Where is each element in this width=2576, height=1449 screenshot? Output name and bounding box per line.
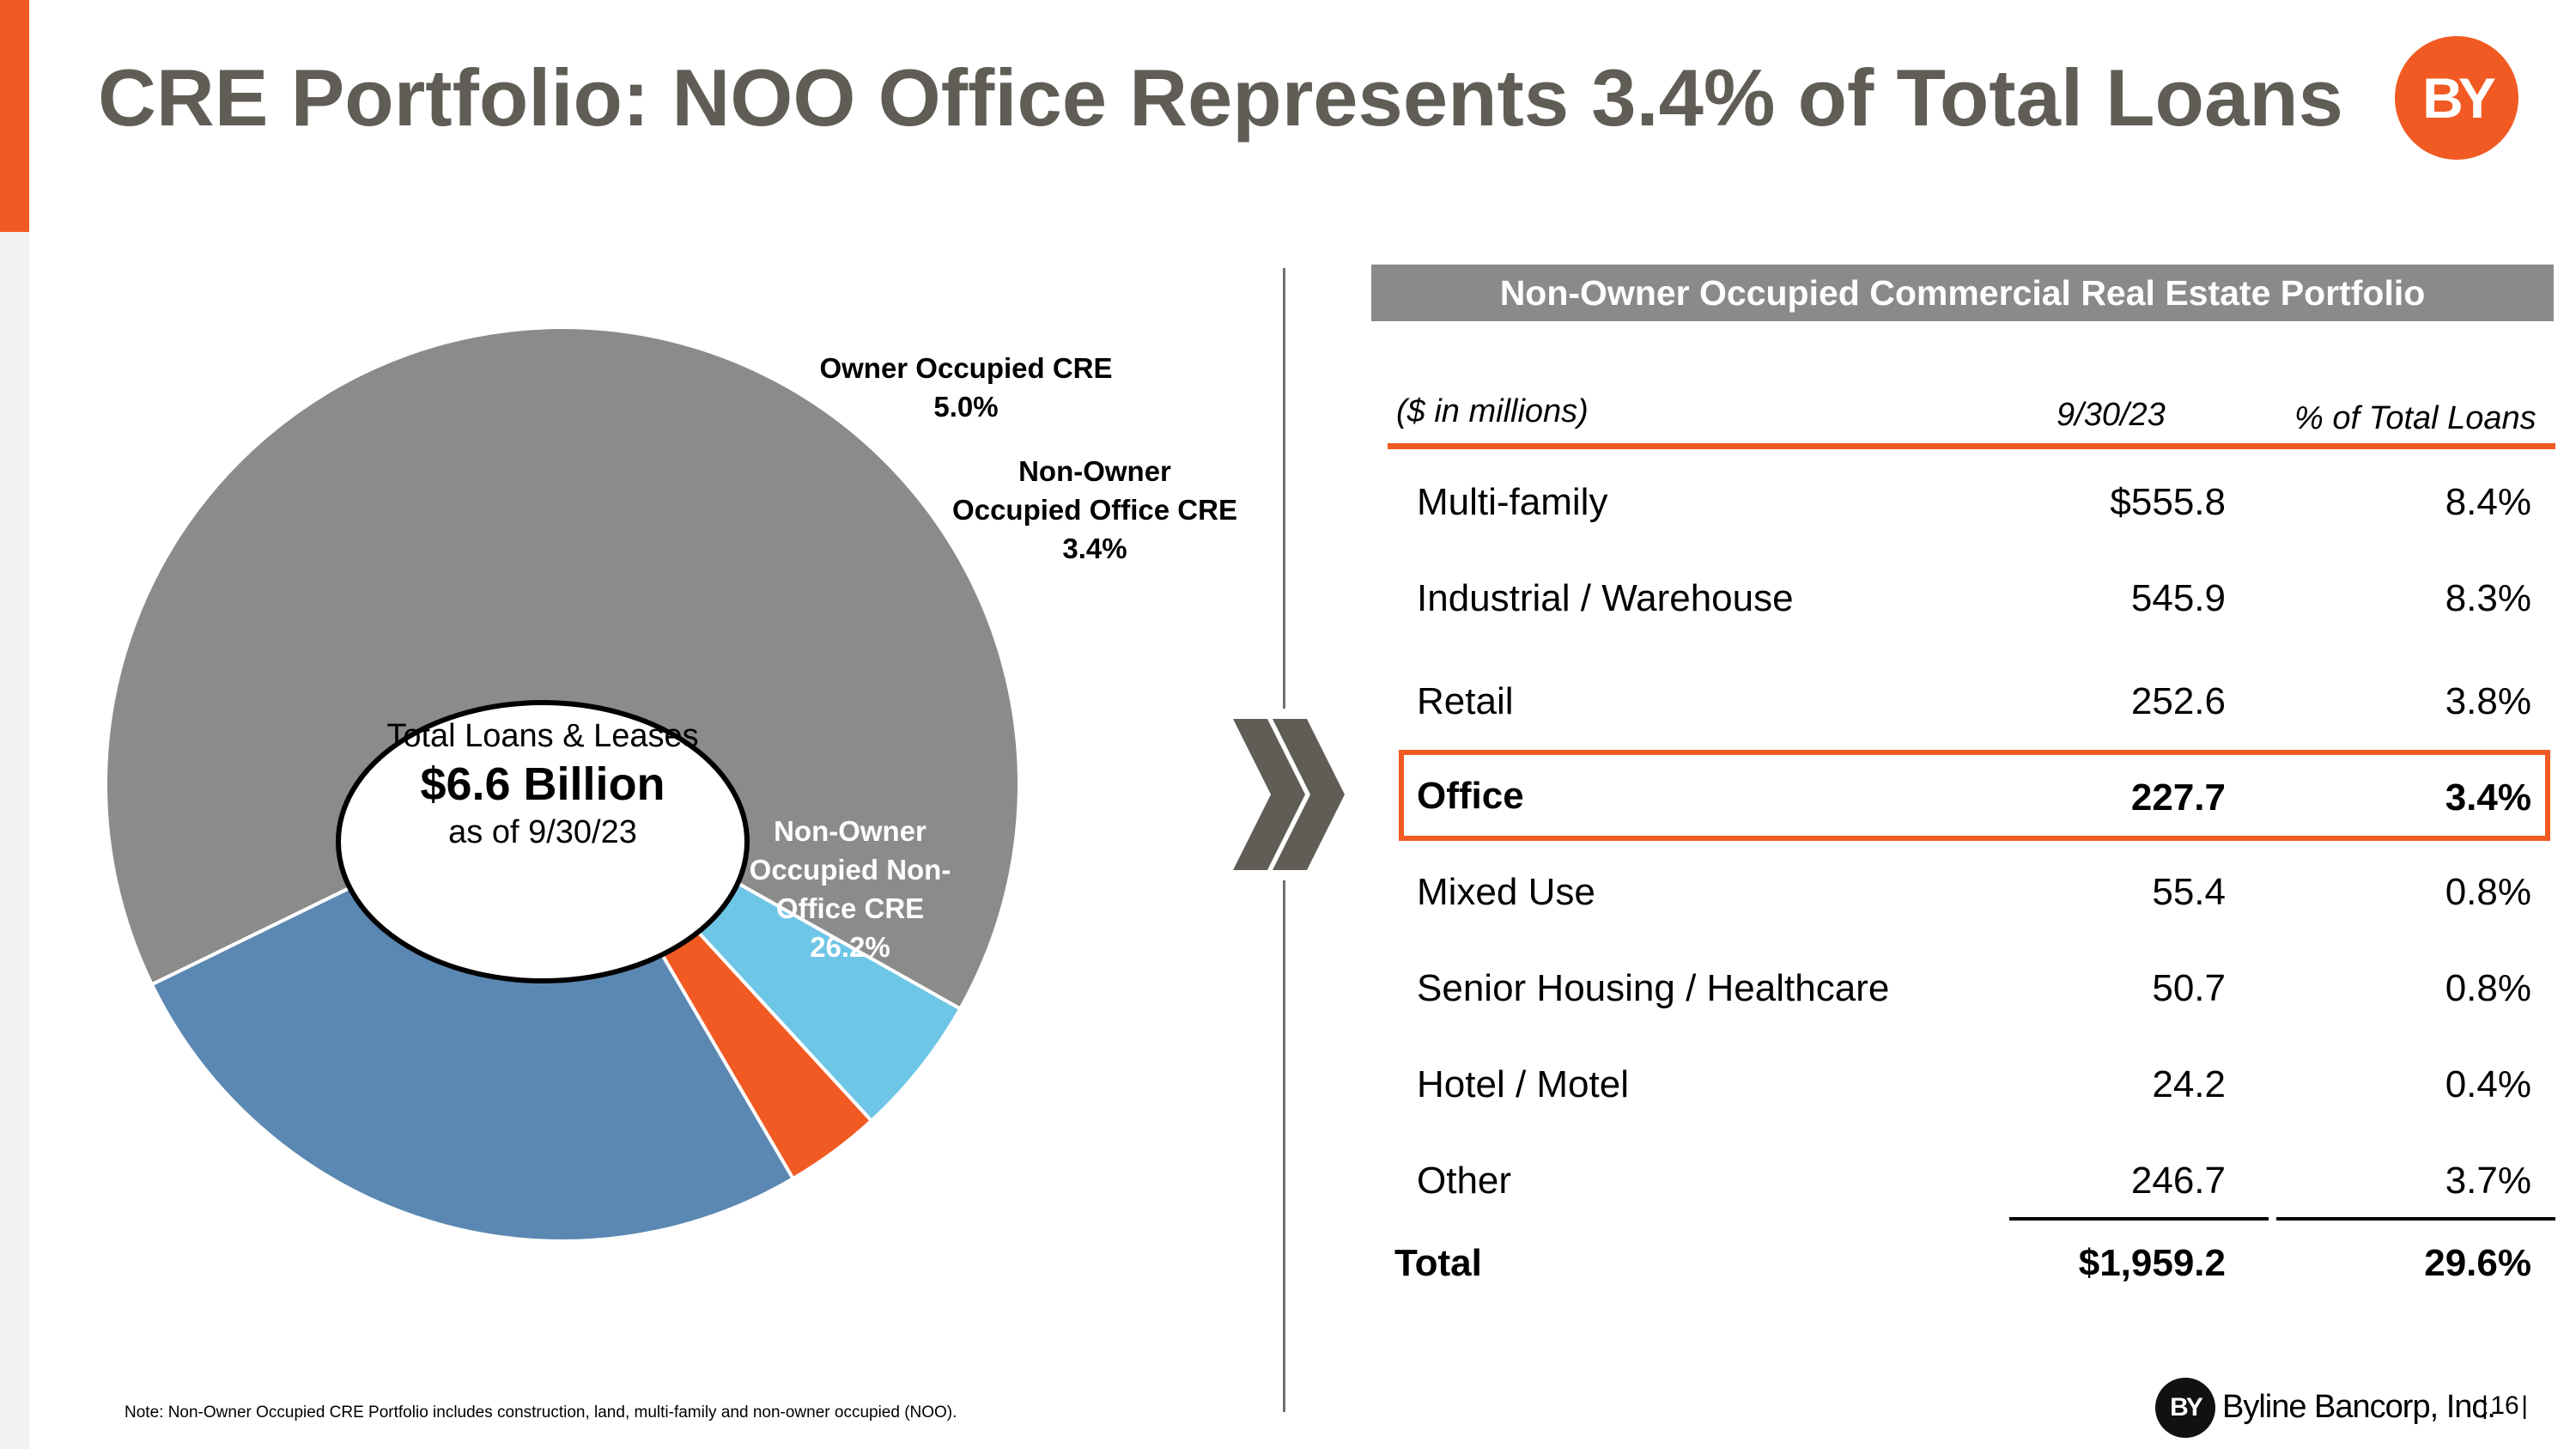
row-label: Multi-family [1417,481,1608,523]
pie-label-noo-non-office-line3: Office CRE [775,892,925,924]
pie-label-noo-office: Non-Owner Occupied Office CRE 3.4% [945,452,1245,568]
pie-label-owner-occupied-name: Owner Occupied CRE [819,352,1113,384]
row-value: 50.7 [2152,967,2226,1009]
row-pct: 3.7% [2445,1160,2531,1202]
total-rule-pct [2276,1217,2555,1221]
total-rule-value [2009,1217,2269,1221]
total-value: $1,959.2 [2078,1242,2226,1284]
page-number-value: 16 [2490,1391,2519,1420]
pie-label-noo-office-value: 3.4% [1062,533,1127,564]
row-value: $555.8 [2110,481,2226,523]
left-accent-bar [0,0,29,232]
pie-label-noo-non-office-line1: Non-Owner [774,815,927,847]
pie-label-noo-non-office-value: 26.2% [810,931,890,963]
center-line-2: $6.6 Billion [420,758,665,810]
row-label: Retail [1417,680,1514,722]
row-label: Senior Housing / Healthcare [1417,967,1890,1009]
row-pct: 3.4% [2445,776,2531,819]
row-value: 246.7 [2130,1160,2226,1202]
row-pct: 0.4% [2445,1063,2531,1105]
pie-label-noo-non-office: Non-Owner Occupied Non- Office CRE 26.2% [721,812,979,966]
page-number: | 16 | [2482,1391,2528,1420]
company-name: Byline Bancorp, Inc. [2222,1389,2496,1425]
pie-label-owner-occupied: Owner Occupied CRE 5.0% [807,349,1125,426]
donut-center-circle [336,700,750,983]
center-line-3: as of 9/30/23 [448,814,637,850]
pie-label-noo-office-line1: Non-Owner [1018,455,1171,487]
byline-footer-logo-icon: BY [2155,1378,2215,1438]
total-label: Total [1394,1242,1482,1284]
office-highlight-box [1399,750,2550,841]
row-label: Mixed Use [1417,871,1595,913]
row-value: 24.2 [2152,1063,2226,1105]
table-title: Non-Owner Occupied Commercial Real Estat… [1371,265,2554,321]
total-pct: 29.6% [2424,1242,2531,1284]
pie-slice-noo-non-office [149,782,796,1243]
column-header-pct: % of Total Loans [2294,400,2537,436]
page-title: CRE Portfolio: NOO Office Represents 3.4… [98,52,2343,143]
row-label: Office [1417,775,1524,817]
row-pct: 3.8% [2445,680,2531,722]
row-value: 55.4 [2152,871,2226,913]
left-side-strip [0,0,29,1449]
pie-slice-other-loans [104,326,1021,1012]
row-label: Industrial / Warehouse [1417,577,1794,619]
donut-center-text: Total Loans & Leases $6.6 Billion as of … [347,715,738,853]
column-header-date: 9/30/23 [2057,397,2166,433]
pie-label-noo-office-line2: Occupied Office CRE [952,494,1237,526]
row-value: 227.7 [2130,776,2226,819]
byline-logo-icon: BY [2395,36,2518,160]
row-label: Other [1417,1160,1512,1202]
footnote: Note: Non-Owner Occupied CRE Portfolio i… [125,1403,957,1422]
pie-label-owner-occupied-value: 5.0% [933,391,999,423]
row-pct: 8.4% [2445,481,2531,523]
row-label: Hotel / Motel [1417,1063,1629,1105]
row-value: 545.9 [2130,577,2226,619]
pie-label-noo-non-office-line2: Occupied Non- [749,854,951,886]
row-value: 252.6 [2130,680,2226,722]
row-pct: 0.8% [2445,967,2531,1009]
row-pct: 0.8% [2445,871,2531,913]
column-header-units: ($ in millions) [1396,393,1589,429]
row-pct: 8.3% [2445,577,2531,619]
header-underline [1388,443,2555,449]
double-chevron-icon [1218,709,1355,880]
center-line-1: Total Loans & Leases [386,718,699,754]
